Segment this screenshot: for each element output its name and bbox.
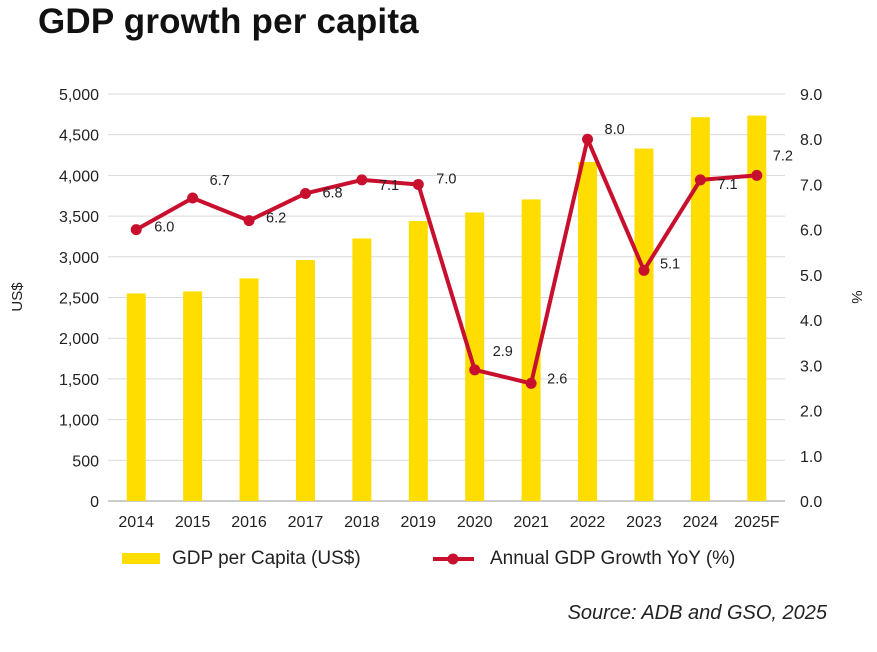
growth-point: [412, 178, 424, 190]
bar: [239, 278, 259, 501]
y-left-tick-label: 500: [72, 453, 99, 470]
growth-point: [751, 169, 763, 181]
y-left-tick-label: 1,500: [59, 372, 99, 389]
chart-area: 6.0 6.7 6.2 6.8 7.1 7.0 2.9 2.6 8.0 5.1 7.1 7.2 0 50…: [9, 87, 865, 569]
growth-data-label: 2.9: [493, 344, 513, 360]
growth-data-label: 6.2: [266, 211, 286, 227]
x-tick-label: 2019: [400, 514, 436, 531]
bar: [634, 148, 654, 501]
growth-point: [525, 377, 537, 389]
x-tick-label: 2024: [683, 514, 719, 531]
bar: [690, 117, 710, 501]
y-left-tick-label: 3,000: [59, 250, 99, 267]
x-tick-label: 2014: [118, 514, 154, 531]
y-right-tick-label: 7.0: [800, 177, 822, 194]
bar: [465, 212, 485, 501]
data-labels: 6.0 6.7 6.2 6.8 7.1 7.0 2.9 2.6 8.0 5.1 7.1 7.2: [154, 122, 793, 387]
legend-label-bar: GDP per Capita (US$): [172, 548, 361, 569]
x-tick-label: 2015: [175, 514, 211, 531]
growth-point: [356, 174, 368, 186]
y-right-tick-label: 9.0: [800, 87, 822, 104]
y-left-tick-label: 4,000: [59, 168, 99, 185]
y-right-tick-label: 1.0: [800, 449, 822, 466]
growth-point: [469, 364, 481, 376]
legend-swatch-point: [447, 553, 459, 565]
growth-point: [299, 187, 311, 199]
growth-data-label: 6.7: [210, 173, 230, 189]
growth-point: [582, 133, 594, 145]
y-right-tick-label: 5.0: [800, 268, 822, 285]
y-right-tick-label: 2.0: [800, 404, 822, 421]
growth-point: [694, 174, 706, 186]
growth-data-label: 8.0: [605, 122, 625, 138]
x-tick-label: 2016: [231, 514, 267, 531]
bar: [295, 260, 315, 501]
growth-data-label: 2.6: [547, 371, 567, 387]
y-left-tick-label: 0: [90, 494, 99, 511]
x-tick-label: 2023: [626, 514, 662, 531]
growth-data-label: 6.0: [154, 220, 174, 236]
legend: GDP per Capita (US$) Annual GDP Growth Yo…: [122, 548, 735, 569]
y-right-axis-title: %: [848, 290, 865, 303]
growth-data-label: 7.1: [379, 178, 399, 194]
y-left-tick-label: 2,000: [59, 331, 99, 348]
x-tick-label: 2021: [513, 514, 549, 531]
growth-data-label: 7.0: [436, 171, 456, 187]
y-left-axis-title: US$: [9, 282, 26, 312]
y-right-tick-label: 0.0: [800, 494, 822, 511]
bar: [183, 291, 203, 501]
axes: 0 500 1,000 1,500 2,000 2,500 3,000 3,500 4,000 4…: [9, 87, 865, 531]
growth-data-label: 5.1: [660, 256, 680, 272]
y-right-tick-label: 8.0: [800, 132, 822, 149]
growth-data-label: 6.8: [322, 185, 342, 201]
y-left-tick-label: 3,500: [59, 209, 99, 226]
legend-swatch-bar: [122, 553, 160, 564]
chart-title: GDP growth per capita: [38, 2, 419, 41]
bar: [521, 199, 541, 501]
x-tick-label: 2017: [288, 514, 324, 531]
growth-data-label: 7.2: [773, 148, 793, 164]
line-series: [130, 133, 763, 389]
gridlines: [108, 93, 785, 502]
y-left-tick-label: 5,000: [59, 87, 99, 104]
x-tick-label: 2020: [457, 514, 493, 531]
bar: [352, 238, 372, 502]
bar: [408, 220, 428, 501]
growth-line: [135, 137, 757, 386]
growth-data-label: 7.1: [717, 177, 737, 193]
source-note: Source: ADB and GSO, 2025: [567, 602, 827, 624]
growth-point: [638, 264, 650, 276]
bar: [578, 161, 598, 501]
bar: [126, 293, 146, 501]
x-tick-label: 2022: [570, 514, 606, 531]
growth-point: [187, 192, 199, 204]
y-right-tick-label: 4.0: [800, 313, 822, 330]
x-tick-label: 2018: [344, 514, 380, 531]
x-tick-label: 2025F: [734, 514, 780, 531]
growth-point: [130, 224, 142, 236]
y-left-tick-label: 2,500: [59, 291, 99, 308]
y-left-tick-label: 4,500: [59, 128, 99, 145]
y-right-tick-label: 6.0: [800, 223, 822, 240]
y-left-tick-label: 1,000: [59, 413, 99, 430]
y-right-tick-label: 3.0: [800, 358, 822, 375]
legend-label-line: Annual GDP Growth YoY (%): [490, 548, 735, 569]
bar-series: [126, 115, 767, 502]
bar: [747, 115, 767, 502]
growth-point: [243, 215, 255, 227]
